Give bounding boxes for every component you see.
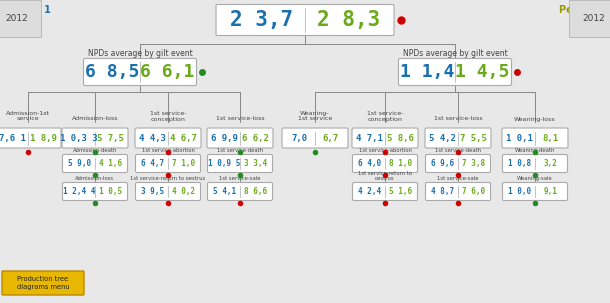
- Text: Production tree
diagrams menu: Production tree diagrams menu: [16, 276, 70, 290]
- Text: 6 9,6: 6 9,6: [431, 159, 454, 168]
- Text: 4 2,4: 4 2,4: [358, 187, 381, 196]
- Text: 4 8,7: 4 8,7: [431, 187, 454, 196]
- Text: 2 3,7: 2 3,7: [230, 10, 293, 30]
- FancyBboxPatch shape: [135, 128, 201, 148]
- Text: 1 2,4 4: 1 2,4 4: [63, 187, 96, 196]
- Text: 1 0,8: 1 0,8: [508, 159, 531, 168]
- Text: 1st service-loss: 1st service-loss: [434, 116, 483, 122]
- Text: Weaning-sale: Weaning-sale: [517, 176, 553, 181]
- Text: 6 6,1: 6 6,1: [140, 63, 195, 81]
- Text: 1 0,5: 1 0,5: [99, 187, 122, 196]
- Text: 1 4,5: 1 4,5: [455, 63, 510, 81]
- FancyBboxPatch shape: [502, 128, 568, 148]
- Text: NPDs average by gilt event: NPDs average by gilt event: [88, 49, 192, 58]
- Text: 1st service-
conception: 1st service- conception: [367, 111, 403, 122]
- FancyBboxPatch shape: [62, 155, 127, 172]
- Text: 6,7: 6,7: [323, 134, 339, 142]
- Text: 1st service-abortion: 1st service-abortion: [142, 148, 195, 153]
- FancyBboxPatch shape: [352, 128, 418, 148]
- Text: 1 0,1: 1 0,1: [506, 134, 533, 142]
- Text: 5 7,5: 5 7,5: [98, 134, 124, 142]
- Text: 5 8,6: 5 8,6: [387, 134, 414, 142]
- Text: 1st service-return to oestrus: 1st service-return to oestrus: [131, 176, 206, 181]
- Text: Period 1: Period 1: [5, 5, 51, 15]
- Text: 4 4,3: 4 4,3: [139, 134, 166, 142]
- Text: 2 8,3: 2 8,3: [317, 10, 380, 30]
- Text: 3 3,4: 3 3,4: [244, 159, 267, 168]
- Text: Weaning-death: Weaning-death: [515, 148, 555, 153]
- Text: 8 1,0: 8 1,0: [389, 159, 412, 168]
- Text: 5 1,6: 5 1,6: [389, 187, 412, 196]
- FancyBboxPatch shape: [207, 182, 273, 201]
- Text: 3,2: 3,2: [544, 159, 558, 168]
- Text: 1 0,0: 1 0,0: [508, 187, 531, 196]
- Text: 1 1,4: 1 1,4: [400, 63, 454, 81]
- Text: 1st service-abortion: 1st service-abortion: [359, 148, 411, 153]
- FancyBboxPatch shape: [425, 128, 491, 148]
- Text: 4 0,2: 4 0,2: [172, 187, 195, 196]
- Text: 4 6,7: 4 6,7: [170, 134, 197, 142]
- Text: 5 4,1: 5 4,1: [213, 187, 236, 196]
- FancyBboxPatch shape: [353, 155, 417, 172]
- Text: 1st service-death: 1st service-death: [435, 148, 481, 153]
- FancyBboxPatch shape: [135, 155, 201, 172]
- Text: 8,1: 8,1: [543, 134, 559, 142]
- Text: Admission-loss: Admission-loss: [72, 116, 118, 122]
- FancyBboxPatch shape: [426, 155, 490, 172]
- Text: 7 5,5: 7 5,5: [461, 134, 487, 142]
- Text: 7 3,8: 7 3,8: [462, 159, 485, 168]
- Text: 2012: 2012: [5, 14, 27, 23]
- FancyBboxPatch shape: [0, 128, 61, 148]
- Text: 5 4,2: 5 4,2: [429, 134, 456, 142]
- Text: 7,6 1: 7,6 1: [0, 134, 26, 142]
- Text: Admission-1st
service: Admission-1st service: [6, 111, 50, 122]
- Text: 1 8,9: 1 8,9: [30, 134, 57, 142]
- Text: 8 6,6: 8 6,6: [244, 187, 267, 196]
- FancyBboxPatch shape: [207, 155, 273, 172]
- Text: 6 4,0: 6 4,0: [358, 159, 381, 168]
- Text: 6 4,7: 6 4,7: [141, 159, 164, 168]
- Text: 1st service-
conception: 1st service- conception: [149, 111, 186, 122]
- Text: 4 1,6: 4 1,6: [99, 159, 122, 168]
- Text: NPDs average by gilt event: NPDs average by gilt event: [403, 49, 508, 58]
- Text: 1st service-sale: 1st service-sale: [219, 176, 260, 181]
- Text: 1st service-sale: 1st service-sale: [437, 176, 479, 181]
- Text: 1st service-return to
oestrus: 1st service-return to oestrus: [358, 171, 412, 181]
- Text: Admission-death: Admission-death: [73, 148, 117, 153]
- FancyBboxPatch shape: [503, 155, 567, 172]
- FancyBboxPatch shape: [2, 271, 84, 295]
- Text: 7 6,0: 7 6,0: [462, 187, 485, 196]
- Text: 7,0: 7,0: [291, 134, 307, 142]
- Text: Weaning-loss: Weaning-loss: [514, 116, 556, 122]
- Text: 4 7,1: 4 7,1: [356, 134, 382, 142]
- Text: 6 8,5: 6 8,5: [85, 63, 140, 81]
- Text: 1st service-loss: 1st service-loss: [216, 116, 264, 122]
- FancyBboxPatch shape: [135, 182, 201, 201]
- Text: 1 0,9 5: 1 0,9 5: [208, 159, 241, 168]
- FancyBboxPatch shape: [62, 128, 128, 148]
- FancyBboxPatch shape: [62, 182, 127, 201]
- Text: 6 6,2: 6 6,2: [242, 134, 269, 142]
- FancyBboxPatch shape: [216, 5, 394, 35]
- FancyBboxPatch shape: [84, 58, 196, 85]
- Text: 7 1,0: 7 1,0: [172, 159, 195, 168]
- FancyBboxPatch shape: [353, 182, 417, 201]
- Text: 2012: 2012: [583, 14, 605, 23]
- FancyBboxPatch shape: [207, 128, 273, 148]
- FancyBboxPatch shape: [503, 182, 567, 201]
- FancyBboxPatch shape: [398, 58, 512, 85]
- Text: Admission-loss: Admission-loss: [76, 176, 115, 181]
- Text: 1 0,3 3: 1 0,3 3: [60, 134, 98, 142]
- Text: 6 9,9: 6 9,9: [211, 134, 238, 142]
- Text: 9,1: 9,1: [544, 187, 558, 196]
- FancyBboxPatch shape: [282, 128, 348, 148]
- Text: 5 9,0: 5 9,0: [68, 159, 91, 168]
- Text: Period 2: Period 2: [559, 5, 605, 15]
- Text: Weaning-
1st service: Weaning- 1st service: [298, 111, 332, 122]
- Text: 3 9,5: 3 9,5: [141, 187, 164, 196]
- FancyBboxPatch shape: [426, 182, 490, 201]
- Text: 1st service-death: 1st service-death: [217, 148, 263, 153]
